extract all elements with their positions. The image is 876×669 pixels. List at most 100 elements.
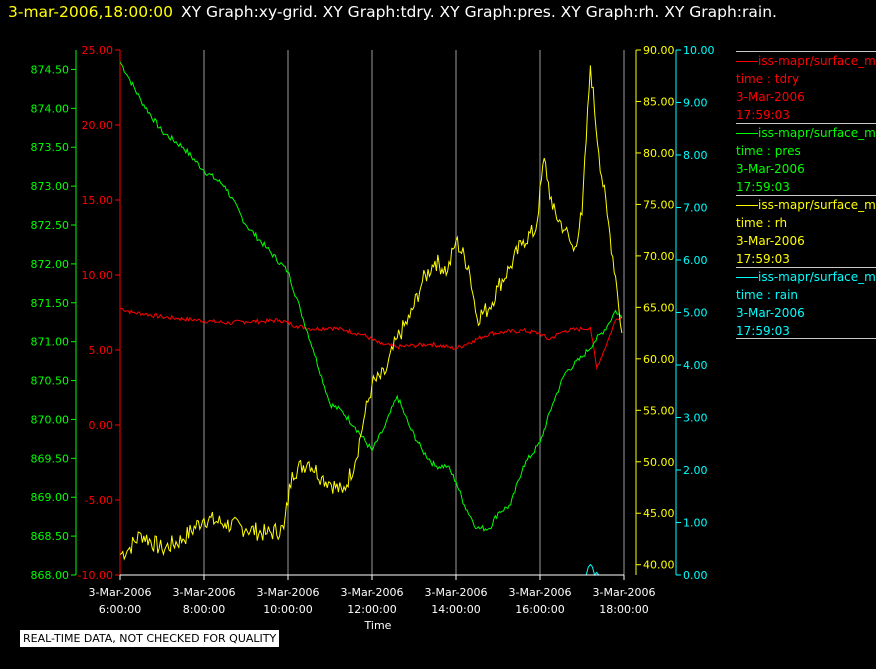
axes: 868.00 868.50 869.00 869.50 870.00 870.50 871.…: [31, 44, 715, 582]
legend-line1: iss-mapr/surface_m: [736, 268, 876, 286]
quality-disclaimer: REAL-TIME DATA, NOT CHECKED FOR QUALITY: [20, 630, 280, 647]
rh-tick-label: 80.00: [643, 147, 675, 160]
pres-tick-label: 870.50: [31, 375, 70, 388]
rh-tick-label: 45.00: [643, 507, 675, 520]
pres-tick-label: 869.00: [31, 491, 70, 504]
pres-tick-label: 872.00: [31, 258, 70, 271]
legend-separator: [736, 338, 876, 339]
pres-tick-label: 872.50: [31, 219, 70, 232]
legend-line4: 17:59:03: [736, 178, 876, 196]
x-tick-label-date: 3-Mar-2006: [173, 586, 236, 599]
legend-text: time : rh: [736, 216, 788, 230]
legend-line1: iss-mapr/surface_m: [736, 52, 876, 70]
legend-text: iss-mapr/surface_m: [758, 198, 876, 212]
legend-line4: 17:59:03: [736, 106, 876, 124]
legend-text: 17:59:03: [736, 252, 790, 266]
rh-tick-label: 50.00: [643, 456, 675, 469]
rh-series-line: [119, 65, 623, 561]
rh-tick-label: 85.00: [643, 95, 675, 108]
legend-text: time : tdry: [736, 72, 800, 86]
rain-tick-label: 7.00: [683, 202, 708, 215]
legend-line1: iss-mapr/surface_m: [736, 124, 876, 142]
rh-tick-label: 55.00: [643, 404, 675, 417]
legend-text: iss-mapr/surface_m: [758, 126, 876, 140]
x-axis: 3-Mar-2006 6:00:00 3-Mar-2006 8:00:00 3-Mar-…: [89, 574, 656, 616]
timestamp: 3-mar-2006,18:00:00: [8, 3, 174, 21]
legend-separator: [736, 195, 876, 196]
pres-tick-label: 871.50: [31, 297, 70, 310]
x-tick-label-time: 6:00:00: [99, 603, 141, 616]
rh-tick-label: 90.00: [643, 44, 675, 57]
series-lines: [119, 61, 623, 577]
legend-line2: time : rh: [736, 214, 876, 232]
tdry-tick-label: -5.00: [85, 494, 113, 507]
legend-separator: [736, 123, 876, 124]
pres-tick-label: 873.50: [31, 141, 70, 154]
legend-line3: 3-Mar-2006: [736, 88, 876, 106]
tdry-tick-label: 20.00: [82, 119, 114, 132]
x-tick-label-date: 3-Mar-2006: [89, 586, 152, 599]
legend-line2: time : rain: [736, 286, 876, 304]
tdry-tick-label: 0.00: [89, 419, 114, 432]
x-tick-label-date: 3-Mar-2006: [509, 586, 572, 599]
rain-series-line: [120, 563, 622, 577]
x-tick-label-date: 3-Mar-2006: [593, 586, 656, 599]
rain-tick-label: 8.00: [683, 149, 708, 162]
title-bar: 3-mar-2006,18:00:00 XY Graph:xy-grid. XY …: [8, 3, 777, 21]
legend-separator: [736, 267, 876, 268]
legend-line-swatch: [736, 204, 758, 206]
x-tick-label-time: 12:00:00: [347, 603, 396, 616]
rh-tick-label: 65.00: [643, 301, 675, 314]
legend-text: time : pres: [736, 144, 801, 158]
rain-tick-label: 0.00: [683, 569, 708, 582]
legend-line3: 3-Mar-2006: [736, 160, 876, 178]
legend-line-swatch: [736, 276, 758, 278]
graph-list: XY Graph:xy-grid. XY Graph:tdry. XY Grap…: [181, 3, 777, 21]
x-tick-label-time: 10:00:00: [263, 603, 312, 616]
pres-tick-label: 869.50: [31, 452, 70, 465]
x-axis-label: Time: [364, 619, 392, 632]
legend-line2: time : tdry: [736, 70, 876, 88]
legend-text: time : rain: [736, 288, 799, 302]
x-tick-label-time: 18:00:00: [599, 603, 648, 616]
rain-tick-label: 2.00: [683, 464, 708, 477]
rain-tick-label: 5.00: [683, 307, 708, 320]
pres-tick-label: 868.00: [31, 569, 70, 582]
rain-tick-label: 9.00: [683, 97, 708, 110]
rain-tick-label: 3.00: [683, 412, 708, 425]
legend-text: 3-Mar-2006: [736, 306, 805, 320]
legend-text: 3-Mar-2006: [736, 162, 805, 176]
pres-series-line: [119, 61, 623, 532]
x-tick-label-time: 8:00:00: [183, 603, 225, 616]
tdry-tick-label: 10.00: [82, 269, 114, 282]
legend-line4: 17:59:03: [736, 322, 876, 340]
legend-text: 3-Mar-2006: [736, 234, 805, 248]
rh-tick-label: 60.00: [643, 353, 675, 366]
rh-tick-label: 75.00: [643, 198, 675, 211]
legend-line-swatch: [736, 132, 758, 134]
rain-tick-label: 10.00: [683, 44, 715, 57]
pres-tick-label: 870.00: [31, 413, 70, 426]
x-tick-label-date: 3-Mar-2006: [341, 586, 404, 599]
legend-line1: iss-mapr/surface_m: [736, 196, 876, 214]
legend-text: 17:59:03: [736, 324, 790, 338]
pres-tick-label: 871.00: [31, 336, 70, 349]
legend-text: iss-mapr/surface_m: [758, 270, 876, 284]
legend-text: 3-Mar-2006: [736, 90, 805, 104]
legend-line2: time : pres: [736, 142, 876, 160]
pres-tick-label: 873.00: [31, 180, 70, 193]
legend-line3: 3-Mar-2006: [736, 304, 876, 322]
pres-tick-label: 874.00: [31, 102, 70, 115]
legend-line3: 3-Mar-2006: [736, 232, 876, 250]
x-tick-label-date: 3-Mar-2006: [257, 586, 320, 599]
tdry-tick-label: 25.00: [82, 44, 114, 57]
legend-text: 17:59:03: [736, 180, 790, 194]
x-tick-label-time: 14:00:00: [431, 603, 480, 616]
rain-tick-label: 6.00: [683, 254, 708, 267]
legend-separator: [736, 51, 876, 52]
rh-tick-label: 40.00: [643, 559, 675, 572]
